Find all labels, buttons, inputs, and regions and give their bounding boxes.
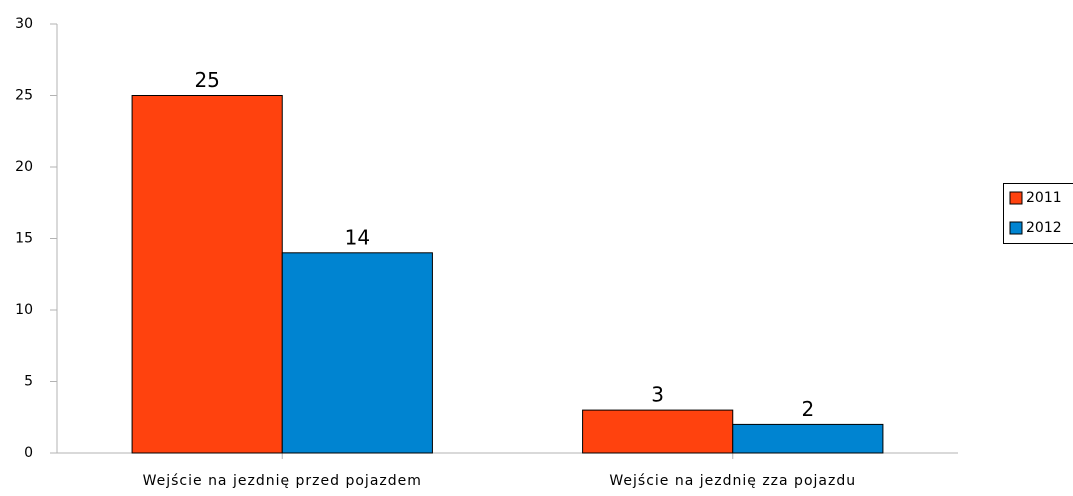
y-tick-label: 5 [24, 374, 33, 390]
data-label: 25 [194, 68, 219, 92]
y-tick-label: 30 [15, 16, 33, 32]
x-tick-label: Wejście na jezdnię przed pojazdem [143, 473, 422, 489]
y-tick-label: 10 [15, 302, 33, 318]
legend-swatch [1009, 191, 1023, 205]
legend-label: 2012 [1026, 220, 1062, 236]
bar [131, 95, 283, 454]
y-tick-label: 0 [24, 445, 33, 461]
data-label: 3 [651, 383, 664, 407]
bar [582, 409, 734, 454]
y-tick-label: 20 [15, 159, 33, 175]
legend-label: 2011 [1026, 190, 1062, 206]
y-tick-label: 25 [15, 88, 33, 104]
data-label: 14 [345, 225, 370, 249]
bar [281, 252, 433, 454]
data-label: 2 [801, 397, 814, 421]
bar [732, 423, 884, 454]
x-tick-label: Wejście na jezdnię zza pojazdu [609, 473, 856, 489]
legend-swatch [1009, 221, 1023, 235]
y-tick-label: 15 [15, 231, 33, 247]
